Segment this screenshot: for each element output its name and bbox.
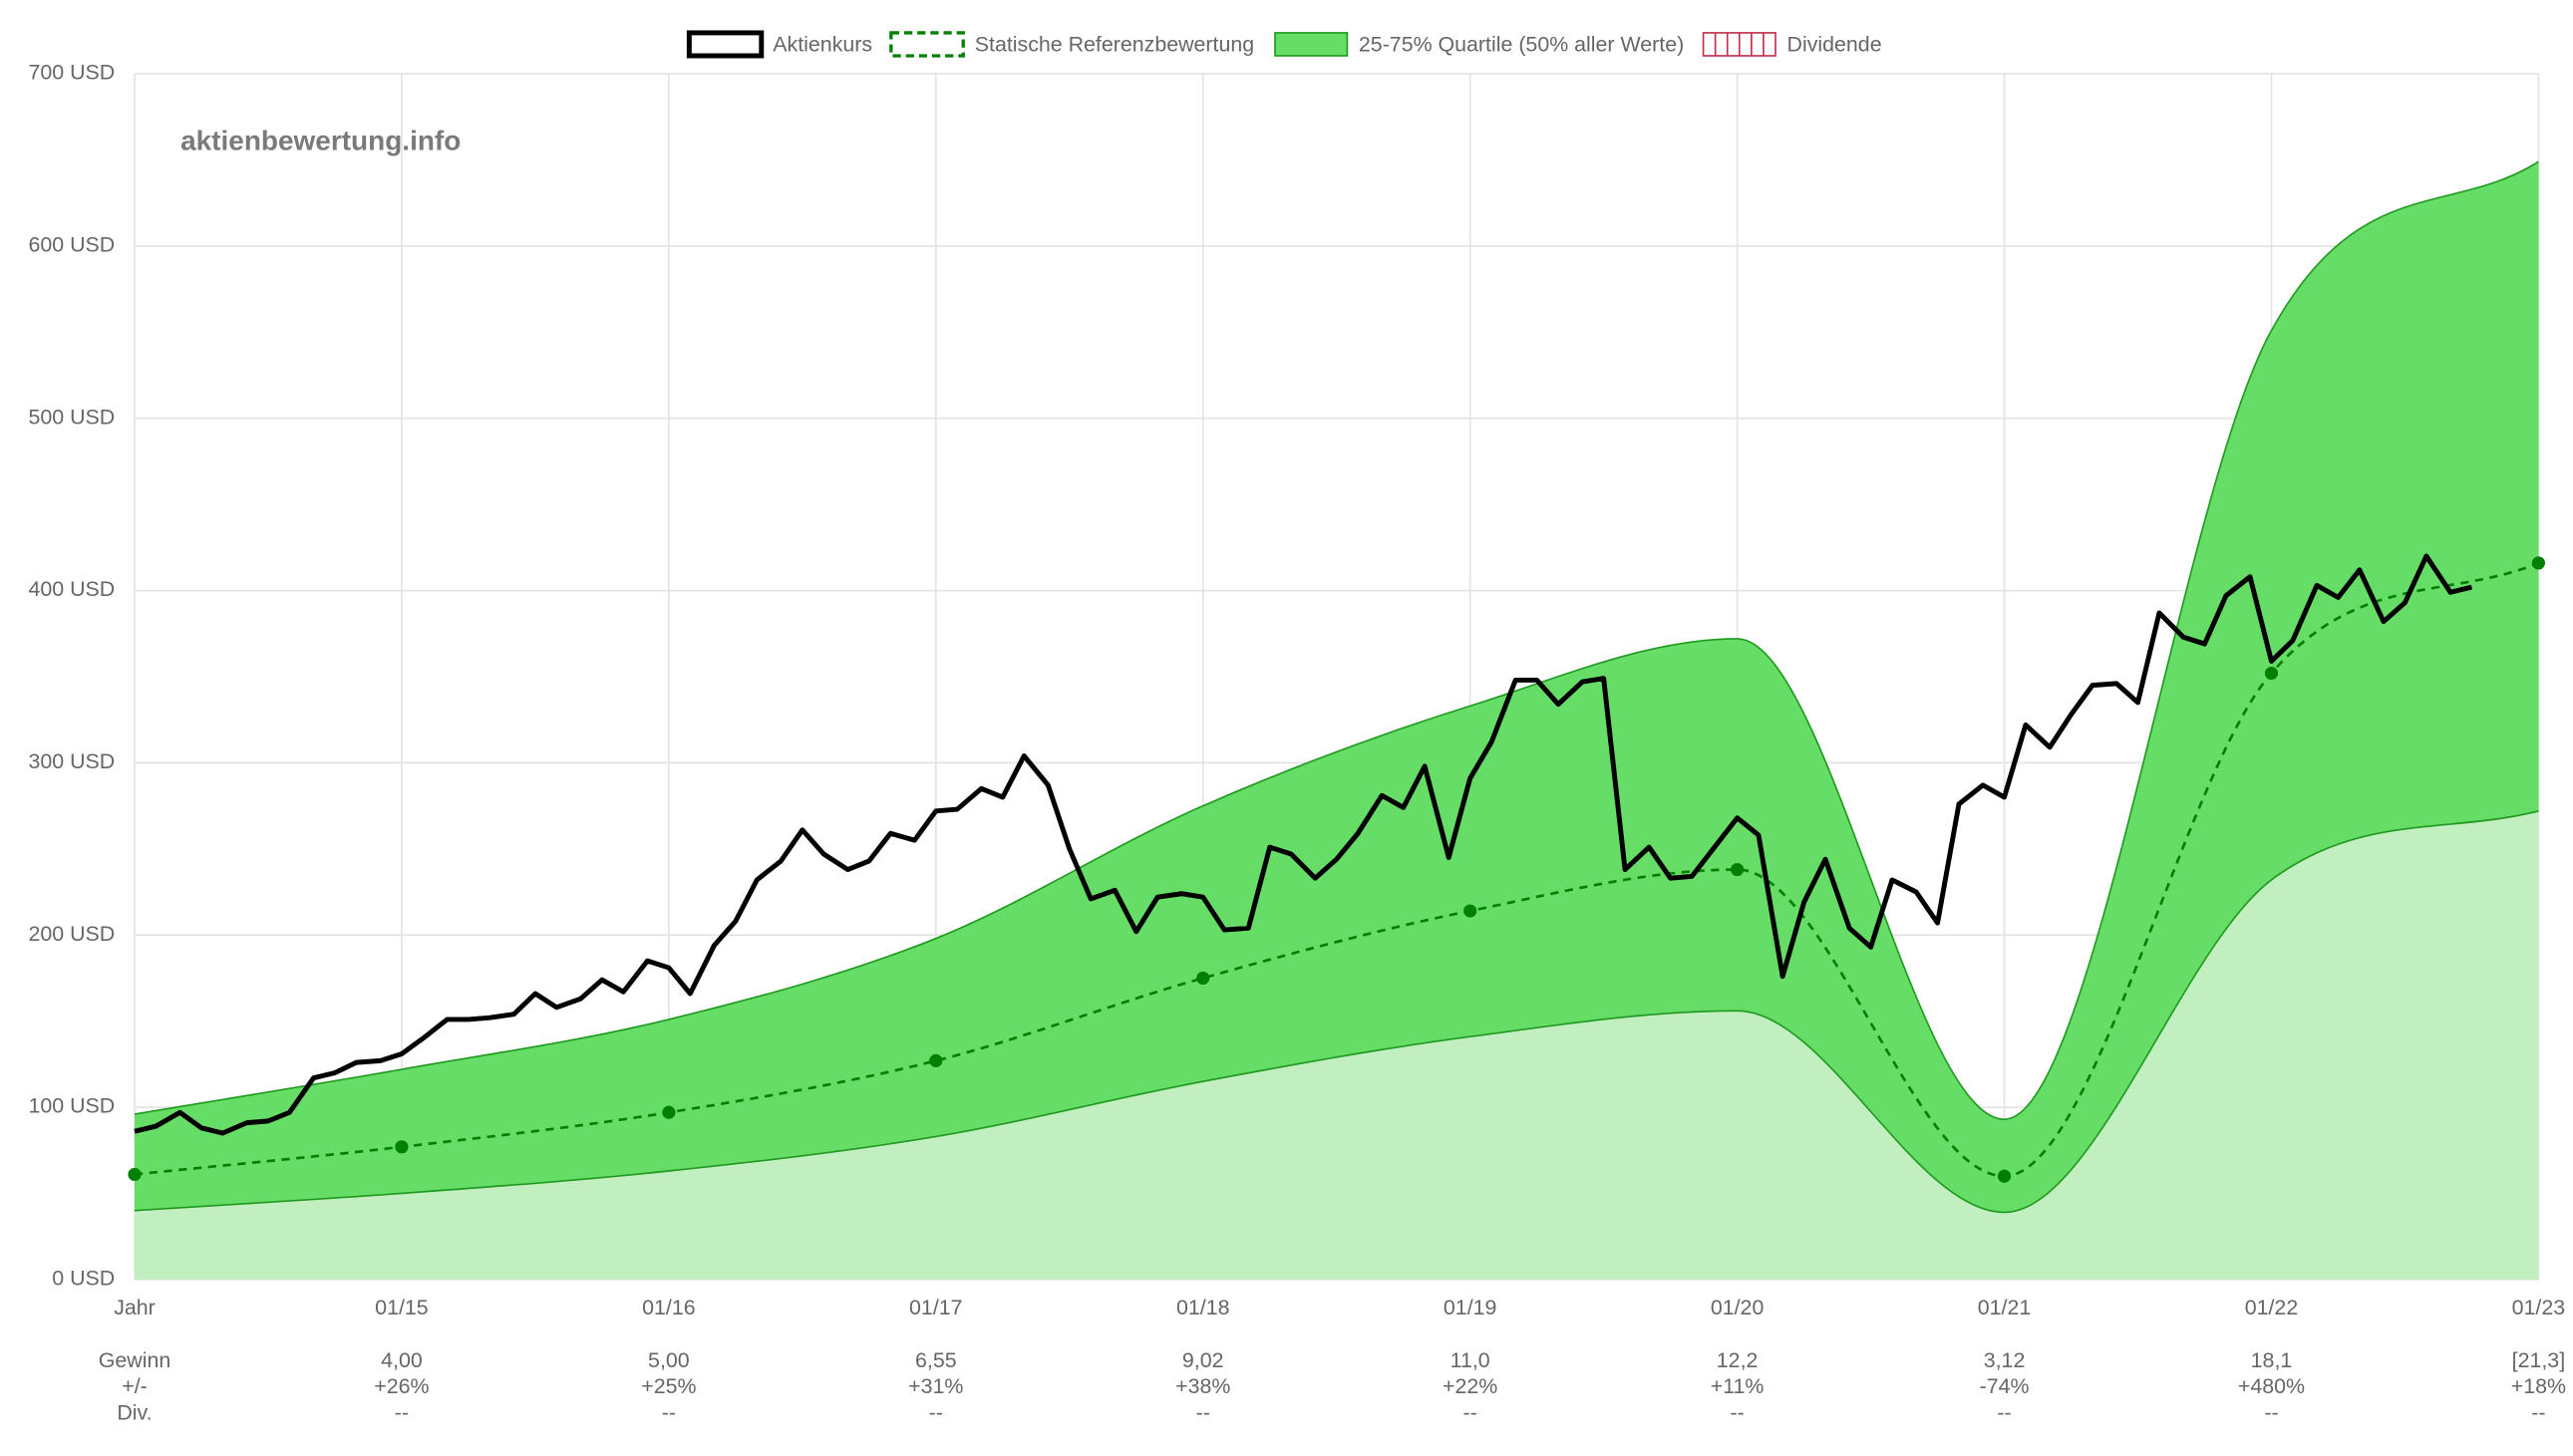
footer-cell: -- [2264,1401,2278,1425]
quartile-upper-edge [134,160,2539,1120]
footer-row-label: Div. [117,1401,152,1425]
footer-cell: 6,55 [915,1348,957,1372]
footer-cell: +480% [2238,1374,2305,1398]
footer-row-label: Gewinn [99,1348,170,1372]
footer-cell: 9,02 [1182,1348,1224,1372]
reference-point [2531,556,2545,570]
footer-cell: -- [929,1401,943,1425]
x-tick-label: 01/20 [1711,1296,1765,1319]
footer-cell: 5,00 [648,1348,690,1372]
x-tick-label: 01/17 [909,1296,963,1319]
quartile-band [134,161,2539,1213]
footer-cell: -- [1463,1401,1477,1425]
quartile-lower-edge [134,809,2539,1214]
y-tick-label: 300 USD [29,749,116,773]
footer-cell: +25% [641,1374,696,1398]
legend-label: Statische Referenzbewertung [975,33,1254,57]
footer-cell: -- [1196,1401,1210,1425]
x-tick-label: 01/19 [1444,1296,1497,1319]
legend-item: 25-75% Quartile (50% aller Werte) [1274,32,1684,57]
y-tick-label: 0 USD [52,1267,115,1291]
legend-label: Dividende [1787,33,1882,57]
reference-point [662,1105,676,1119]
footer-cell: [21,3] [2512,1348,2565,1372]
legend-label: 25-75% Quartile (50% aller Werte) [1359,33,1684,57]
footer-cell: 11,0 [1450,1348,1490,1372]
footer-cell: -- [662,1401,676,1425]
legend-swatch [889,31,965,58]
legend-item: Aktienkurs [686,30,872,59]
legend-label: Aktienkurs [773,33,872,57]
legend-swatch [686,30,765,59]
y-tick-label: 100 USD [29,1094,116,1118]
reference-point [929,1053,943,1067]
footer-cell: -- [395,1401,409,1425]
footer-cell: -74% [1980,1374,2030,1398]
reference-point [1196,971,1210,986]
footer-cell: 12,2 [1717,1348,1759,1372]
footer-cell: +22% [1443,1374,1497,1398]
footer-cell: +31% [908,1374,963,1398]
x-tick-label: 01/21 [1978,1296,2032,1319]
footer-cell: +26% [374,1374,429,1398]
x-tick-label: Jahr [114,1296,156,1319]
watermark: aktienbewertung.info [180,126,461,156]
x-tick-label: 01/15 [375,1296,429,1319]
y-tick-label: 200 USD [29,922,116,946]
footer-cell: +38% [1175,1374,1230,1398]
reference-point [2264,666,2279,681]
legend-swatch [1274,32,1349,57]
footer-row-label: +/- [122,1374,148,1398]
reference-point [1463,904,1477,918]
y-tick-label: 400 USD [29,577,116,601]
footer-cell: +11% [1711,1374,1765,1398]
x-tick-label: 01/18 [1176,1296,1230,1319]
y-tick-label: 500 USD [29,405,116,429]
reference-point [395,1140,409,1154]
footer-cell: 18,1 [2251,1348,2293,1372]
reference-point [1731,862,1745,877]
x-tick-label: 01/23 [2512,1296,2566,1319]
legend-item: Statische Referenzbewertung [889,31,1254,58]
footer-cell: -- [1730,1401,1744,1425]
lower-area [134,810,2539,1280]
y-tick-label: 700 USD [29,61,116,85]
footer-cell: 3,12 [1984,1348,2026,1372]
reference-point [1997,1169,2012,1183]
y-tick-label: 600 USD [29,233,116,257]
footer-cell: 4,00 [381,1348,423,1372]
reference-point [128,1167,142,1182]
x-tick-label: 01/22 [2245,1296,2299,1319]
legend-item: Dividende [1702,32,1882,57]
footer-cell: -- [2531,1401,2545,1425]
price-line [134,553,2473,1136]
footer-cell: +18% [2511,1374,2566,1398]
x-tick-label: 01/16 [642,1296,696,1319]
footer-cell: -- [1997,1401,2011,1425]
